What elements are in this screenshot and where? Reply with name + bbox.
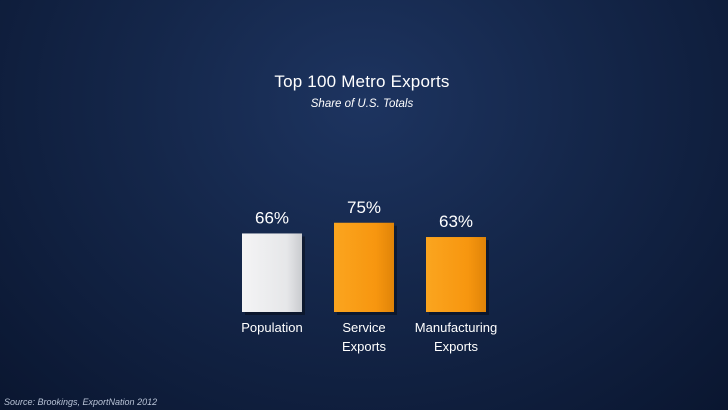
chart-title: Top 100 Metro Exports	[274, 72, 450, 91]
source-note: Source: Brookings, ExportNation 2012	[4, 397, 158, 407]
bar-manufacturing-exports	[426, 237, 486, 312]
value-label: 63%	[439, 212, 473, 231]
category-label: Service	[342, 320, 385, 335]
chart-subtitle: Share of U.S. Totals	[310, 98, 414, 110]
category-label: Exports	[342, 339, 387, 354]
bar-population	[242, 233, 302, 312]
value-label: 66%	[255, 208, 289, 227]
value-label: 75%	[347, 198, 381, 217]
bars-group: 66% Population 75% Service Exports 63% Manufac…	[241, 198, 497, 354]
category-label: Exports	[434, 339, 479, 354]
category-label: Manufacturing	[415, 320, 497, 335]
category-label: Population	[241, 320, 302, 335]
bar-service-exports	[334, 222, 394, 312]
